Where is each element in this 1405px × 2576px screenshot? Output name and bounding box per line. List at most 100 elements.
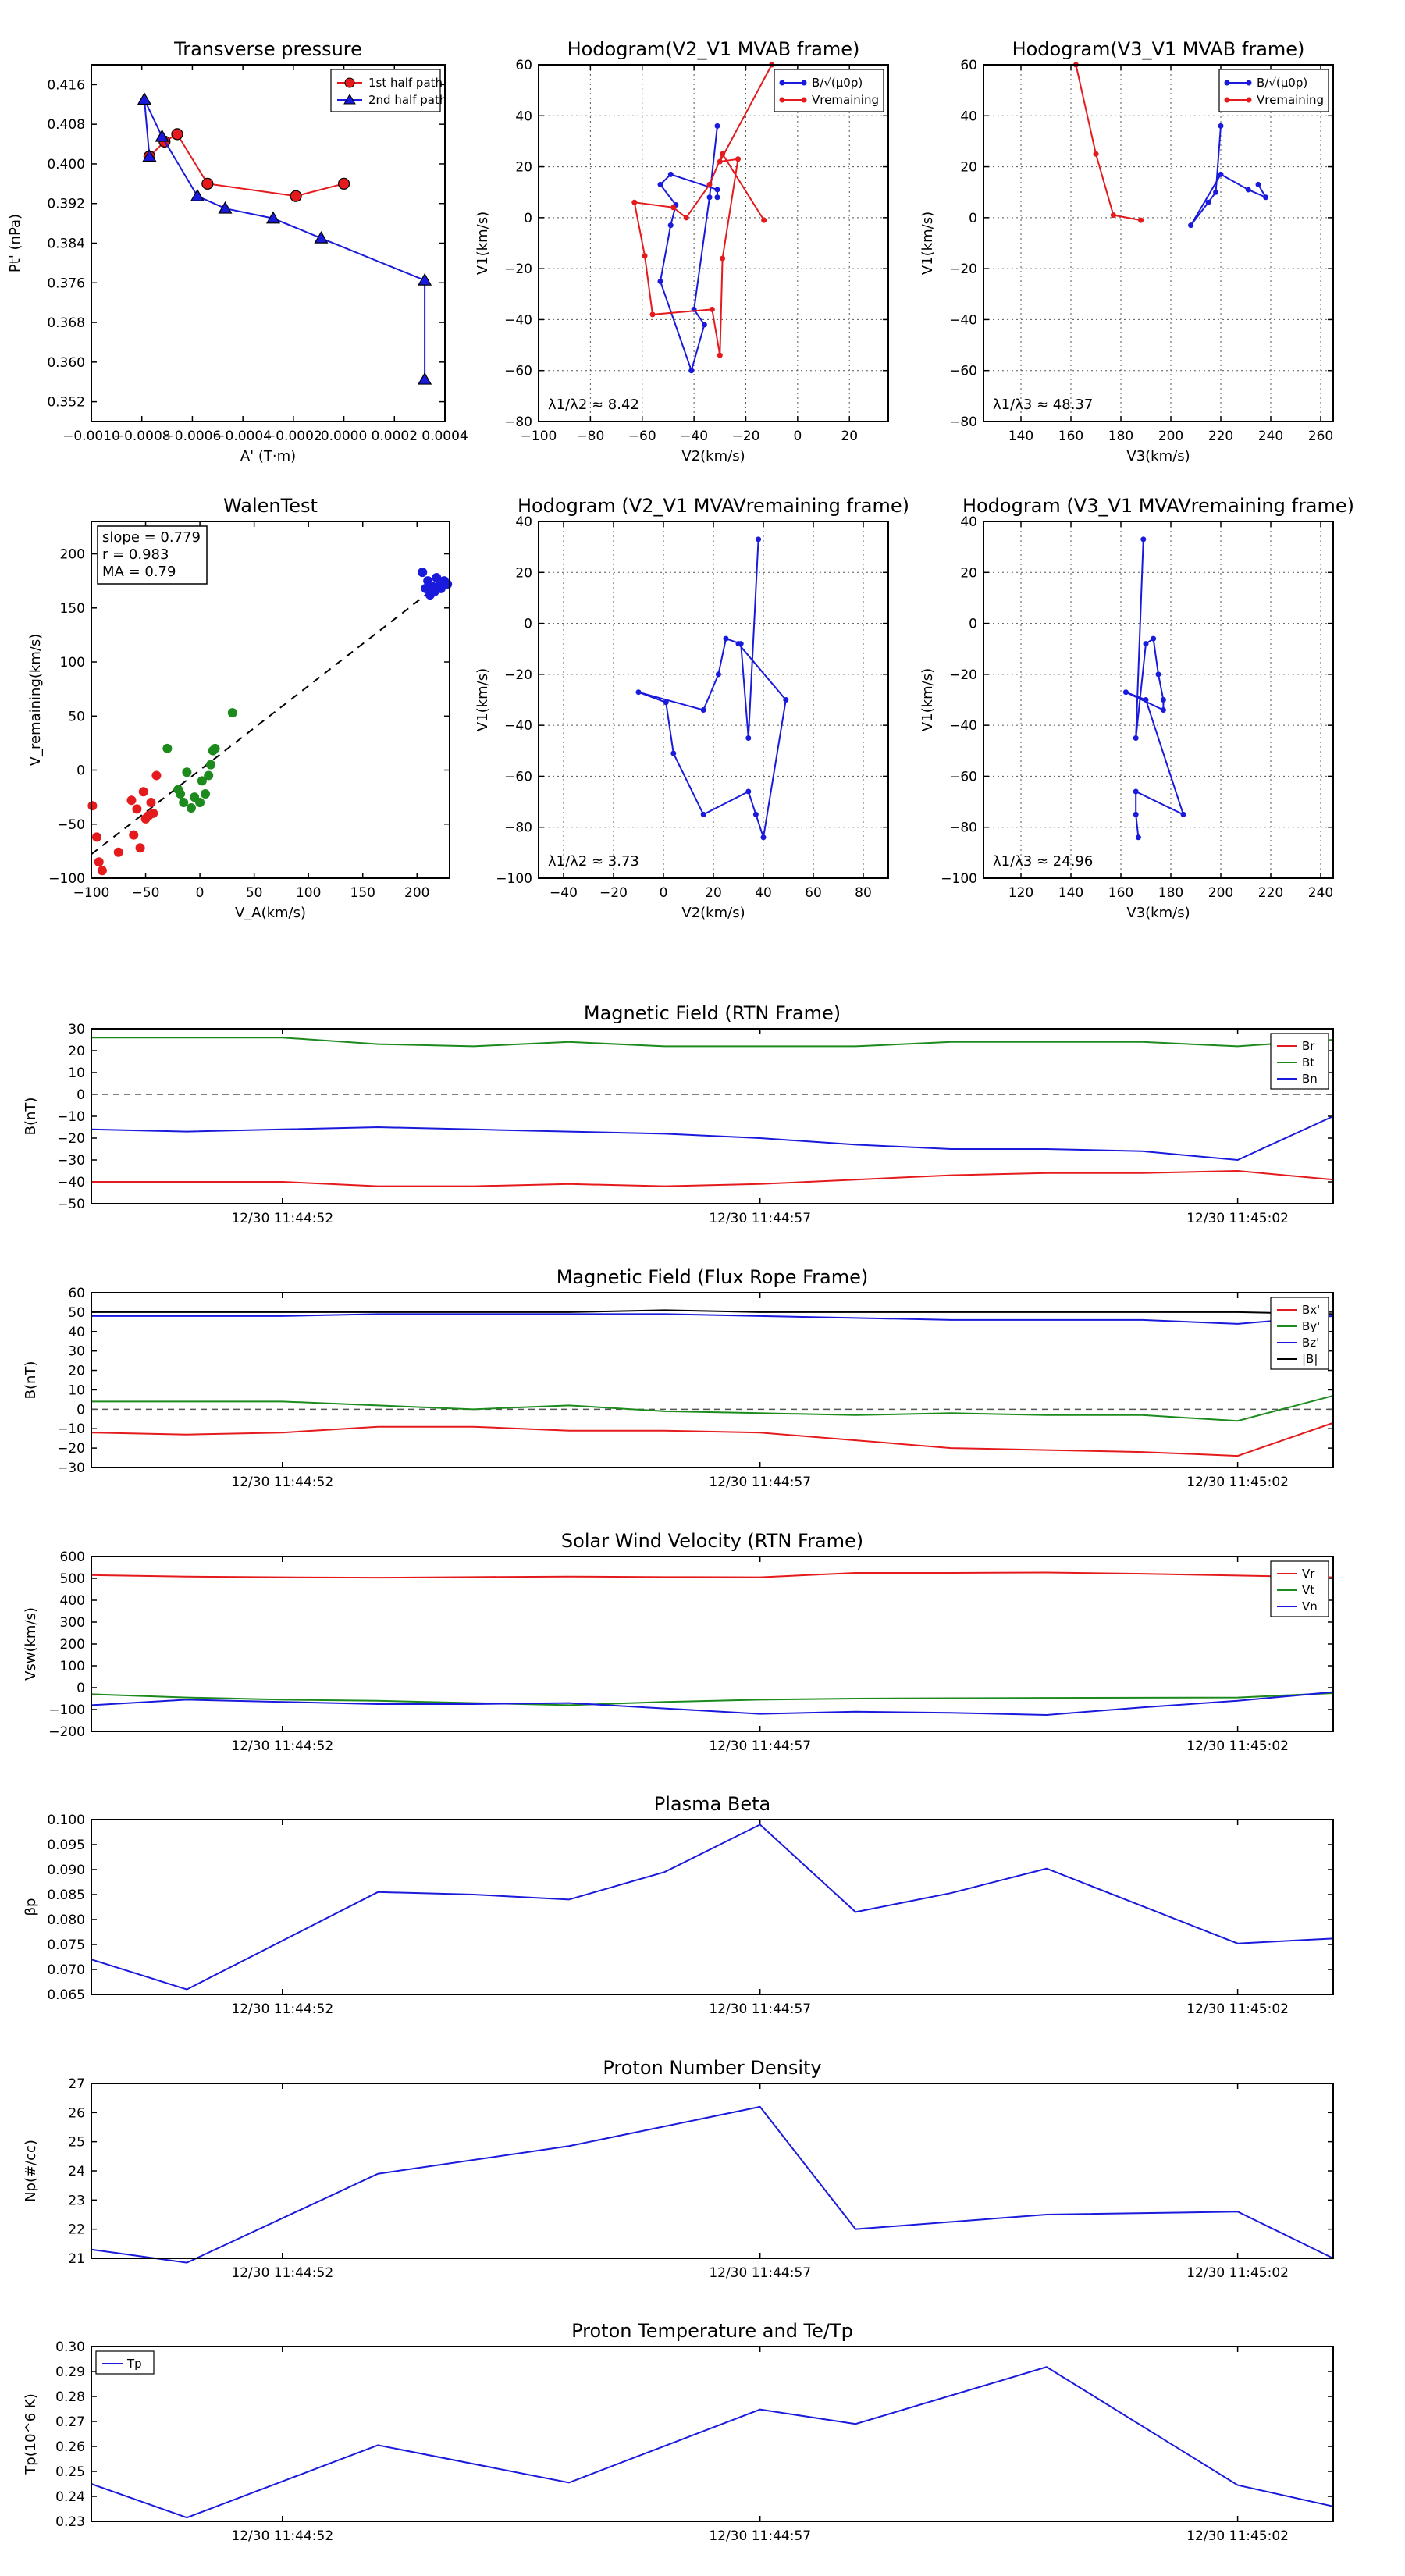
y-axis-label: V_remaining(km/s) xyxy=(27,634,44,767)
x-tick-label: 12/30 11:44:52 xyxy=(231,2528,333,2544)
y-tick-label: 0.416 xyxy=(47,77,85,93)
x-tick-label: 180 xyxy=(1158,885,1183,901)
x-tick-label: 160 xyxy=(1058,429,1083,444)
y-tick-label: 0.090 xyxy=(47,1863,85,1878)
x-tick-label: 0 xyxy=(793,429,802,444)
stats-line: MA = 0.79 xyxy=(102,564,176,580)
data-point xyxy=(443,579,453,589)
chart-h3: −40 −20 0 20 40 60 80−100−80−60−40−2002040Hodo… xyxy=(475,495,909,921)
data-point xyxy=(670,205,677,211)
chart-beta: 12/30 11:44:52 12/30 11:44:57 12/30 11:45:… xyxy=(23,1793,1334,2017)
y-tick-label: 40 xyxy=(68,1325,85,1340)
data-point xyxy=(162,743,173,753)
data-point xyxy=(1218,123,1224,129)
chart-h2: 140 160 180 200 220 240 260 −80 −60 −40 −20 0 20 40 60… xyxy=(919,38,1334,464)
data-point xyxy=(265,211,281,224)
data-point xyxy=(1205,199,1211,205)
data-point xyxy=(1180,811,1186,817)
data-point xyxy=(635,689,642,696)
data-point xyxy=(91,832,101,842)
y-tick-label: 0.392 xyxy=(47,197,85,212)
y-tick-label: −60 xyxy=(949,364,977,379)
y-tick-label: 30 xyxy=(68,1022,85,1037)
data-point xyxy=(1255,181,1261,187)
y-tick-label: 0 xyxy=(969,617,977,632)
y-tick-label: 0.085 xyxy=(47,1888,85,1903)
data-point xyxy=(137,92,151,105)
x-tick-label: −40 xyxy=(550,885,578,901)
y-tick-label: −40 xyxy=(504,312,532,328)
data-point xyxy=(210,743,220,753)
y-tick-label: −20 xyxy=(949,262,977,277)
chart-title: Hodogram(V2_V1 MVAB frame) xyxy=(567,38,860,60)
data-point xyxy=(1093,151,1099,157)
data-point xyxy=(649,311,656,318)
data-point xyxy=(1213,189,1219,195)
y-tick-label: 0 xyxy=(524,211,532,226)
data-point xyxy=(1155,671,1161,678)
data-point xyxy=(204,770,214,781)
x-tick-label: 12/30 11:44:57 xyxy=(709,1475,811,1490)
data-point xyxy=(642,253,648,259)
x-axis-label: V3(km/s) xyxy=(1126,905,1190,921)
data-point xyxy=(1135,834,1141,841)
data-point xyxy=(717,352,723,358)
data-point xyxy=(1151,635,1157,642)
data-point xyxy=(1188,222,1194,229)
y-axis-label: B(nT) xyxy=(23,1361,39,1400)
data-point xyxy=(745,735,752,741)
data-point xyxy=(723,635,729,642)
y-tick-label: 40 xyxy=(960,109,977,124)
data-point xyxy=(700,707,706,713)
data-point xyxy=(1140,536,1147,543)
x-tick-label: −0.0004 xyxy=(214,429,272,444)
x-tick-label: −60 xyxy=(628,429,656,444)
plot-frame xyxy=(91,1028,1334,1204)
y-axis-label: Tp(10^6 K) xyxy=(23,2393,39,2475)
data-point xyxy=(700,811,706,817)
legend-label: Bt xyxy=(1302,1055,1314,1069)
x-axis-label: A' (T·m) xyxy=(240,448,296,464)
stats-line: slope = 0.779 xyxy=(102,529,201,546)
legend-label: Vremaining xyxy=(1257,93,1324,107)
y-tick-label: 20 xyxy=(960,565,977,581)
y-tick-label: −80 xyxy=(949,820,977,836)
fit-line xyxy=(91,589,433,856)
data-point xyxy=(314,230,329,244)
y-tick-label: 0.25 xyxy=(55,2464,85,2480)
data-point xyxy=(151,770,162,781)
data-point xyxy=(735,156,742,162)
legend-label: Bn xyxy=(1302,1072,1318,1086)
x-tick-label: −20 xyxy=(599,885,628,901)
x-tick-label: 12/30 11:44:52 xyxy=(231,2001,333,2017)
data-point xyxy=(756,536,762,543)
data-point xyxy=(138,787,148,797)
y-tick-label: 20 xyxy=(68,1364,85,1379)
x-tick-label: 12/30 11:44:52 xyxy=(231,1211,333,1226)
data-point xyxy=(97,866,107,876)
legend-label: Br xyxy=(1302,1039,1315,1053)
series-line xyxy=(91,1115,1334,1162)
x-tick-label: 50 xyxy=(246,885,263,901)
series-line xyxy=(91,2366,1334,2519)
y-tick-label: 0 xyxy=(969,211,977,226)
data-point xyxy=(337,177,350,190)
x-tick-label: 12/30 11:45:02 xyxy=(1186,2265,1289,2281)
data-point xyxy=(714,194,720,201)
legend-marker xyxy=(779,80,785,86)
chart-np: 12/30 11:44:52 12/30 11:44:57 12/30 11:45:… xyxy=(23,2057,1334,2281)
legend-box xyxy=(1218,69,1329,112)
series-line xyxy=(91,1309,1334,1315)
y-tick-label: 20 xyxy=(515,565,532,581)
data-point xyxy=(146,798,156,808)
data-point xyxy=(1263,194,1269,201)
y-tick-label: −10 xyxy=(57,1421,85,1437)
x-tick-label: 60 xyxy=(805,885,822,901)
y-tick-label: 20 xyxy=(68,1044,85,1059)
series-line xyxy=(143,99,426,380)
chart-title: Hodogram (V3_V1 MVAVremaining frame) xyxy=(962,495,1354,517)
y-tick-label: 27 xyxy=(68,2076,85,2092)
legend-marker xyxy=(343,94,356,105)
lambda-annotation: λ1/λ2 ≈ 8.42 xyxy=(548,397,639,413)
y-tick-label: 0.100 xyxy=(47,1813,85,1828)
